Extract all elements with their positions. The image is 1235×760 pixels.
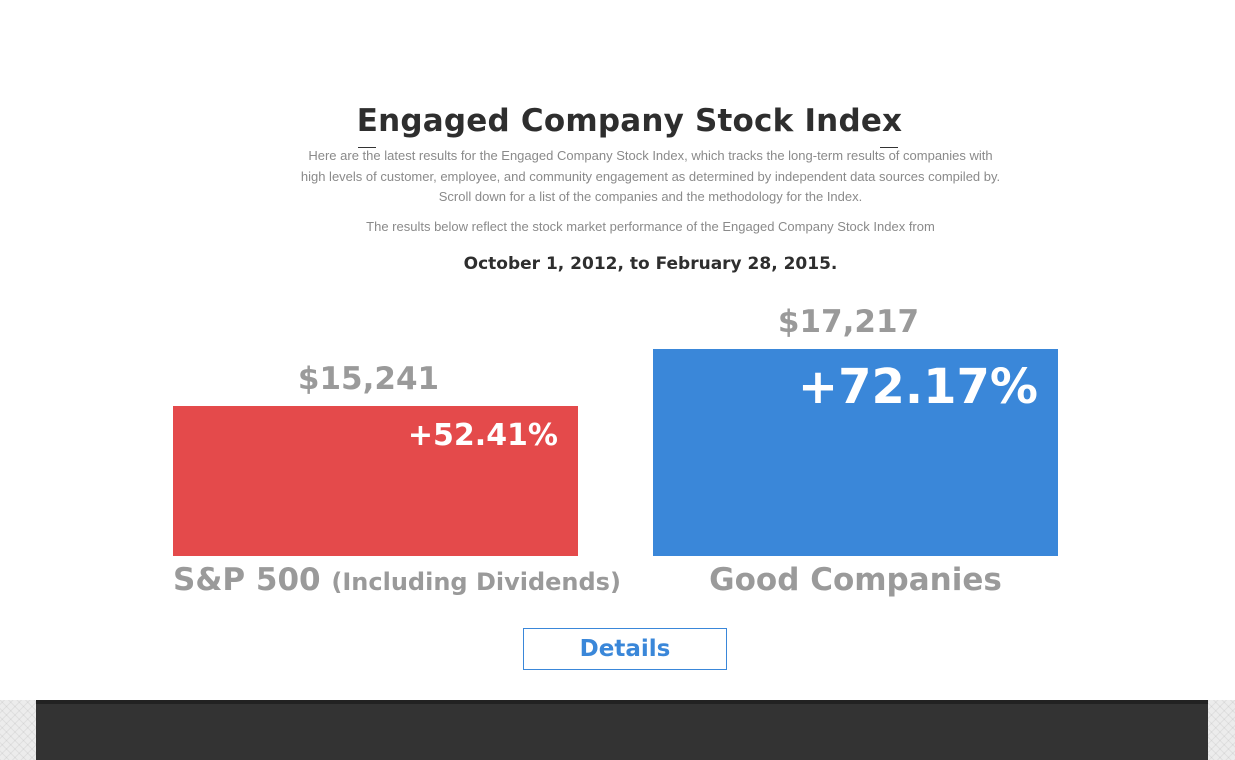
title-decoration-right <box>880 147 898 148</box>
category-label-sp500: S&P 500 (Including Dividends) <box>173 562 621 598</box>
category-label-good-companies: Good Companies <box>653 562 1058 598</box>
category-main-sp500: S&P 500 <box>173 562 321 598</box>
bar-good-companies: +72.17% <box>653 349 1058 556</box>
value-label-sp500: $15,241 <box>297 361 440 397</box>
bar-sp500: +52.41% <box>173 406 578 556</box>
footer-panel <box>36 700 1208 760</box>
category-main-good-companies: Good Companies <box>709 562 1002 598</box>
title-decoration-left <box>358 147 376 148</box>
value-label-good-companies: $17,217 <box>777 304 920 341</box>
percent-label-good-companies: +72.17% <box>797 359 1038 416</box>
intro-text: Here are the latest results for the Enga… <box>300 148 1001 204</box>
page-title: Engaged Company Stock Index <box>356 103 903 139</box>
percent-label-sp500: +52.41% <box>407 418 558 453</box>
results-note: The results below reflect the stock mark… <box>366 219 935 234</box>
category-sub-sp500: (Including Dividends) <box>331 568 621 596</box>
date-range: October 1, 2012, to February 28, 2015. <box>463 254 838 274</box>
details-button[interactable]: Details <box>523 628 727 670</box>
